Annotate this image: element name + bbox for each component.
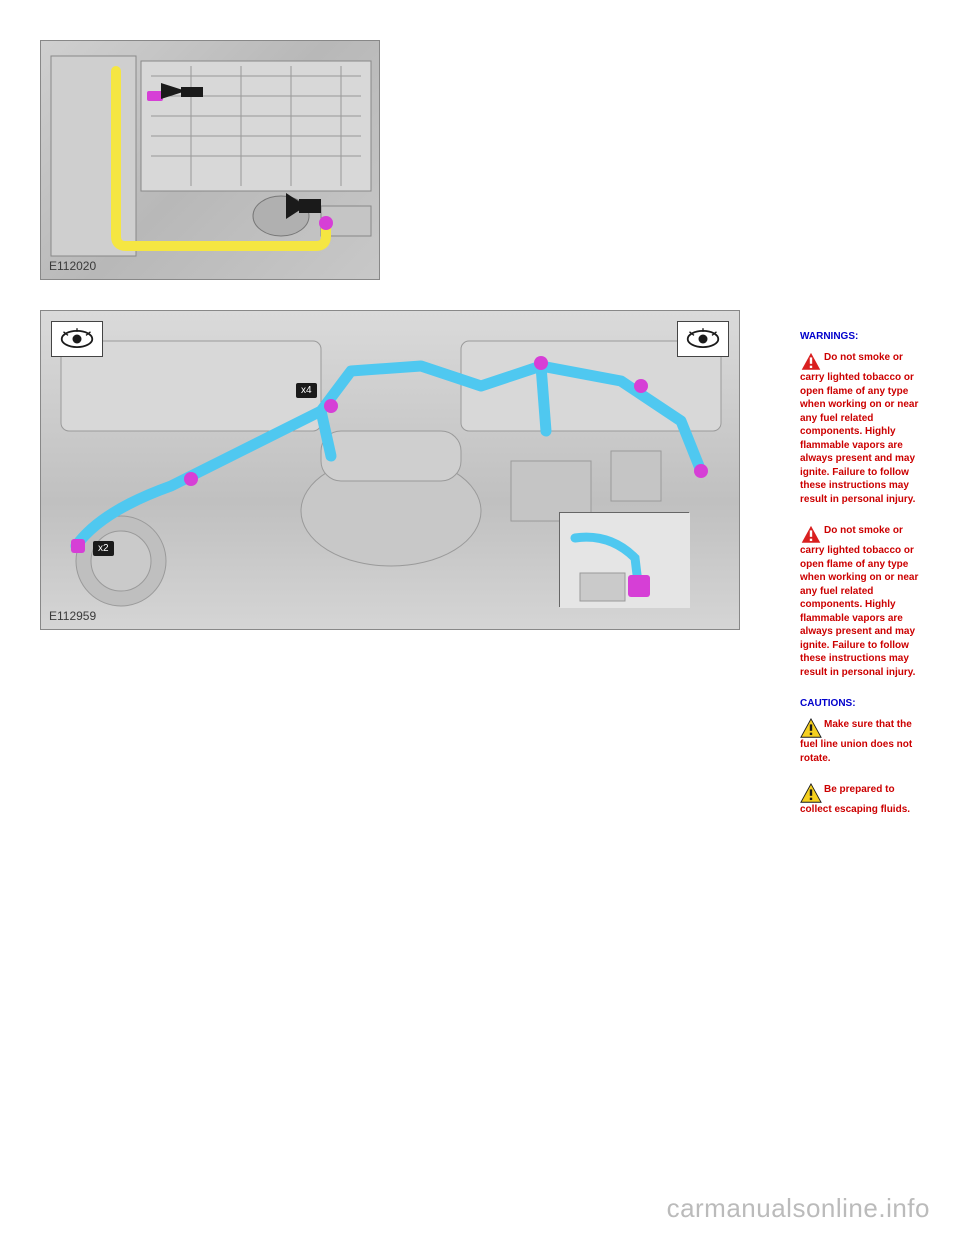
watermark-text: carmanualsonline.info: [667, 1193, 930, 1224]
engine-background: [41, 41, 379, 279]
caution-block-1: Make sure that the fuel line union does …: [800, 718, 920, 765]
warning-text-1: Do not smoke or carry lighted tobacco or…: [800, 352, 918, 505]
callout-x2: x2: [93, 541, 114, 556]
warning-block-2: Do not smoke or carry lighted tobacco or…: [800, 524, 920, 679]
sidebar-warnings: WARNINGS: Do not smoke or carry lighted …: [800, 40, 930, 835]
diagram-e112959: x4 x2 E112959: [40, 310, 740, 630]
callout-x4: x4: [296, 383, 317, 398]
warning-text-2: Do not smoke or carry lighted tobacco or…: [800, 525, 918, 678]
warning-triangle-icon: [800, 524, 822, 544]
warnings-header: WARNINGS:: [800, 330, 920, 343]
warning-block-1: Do not smoke or carry lighted tobacco or…: [800, 351, 920, 506]
view-eye-icon-left: [51, 321, 103, 357]
diagram-e112020: E112020: [40, 40, 380, 280]
diagram-id-label: E112020: [49, 259, 96, 273]
diagram-id-label: E112959: [49, 609, 96, 623]
caution-triangle-icon: [800, 783, 822, 803]
images-column: E112020: [40, 40, 800, 835]
view-eye-icon-right: [677, 321, 729, 357]
diagram-inset: [559, 512, 689, 607]
caution-triangle-icon: [800, 718, 822, 738]
warning-triangle-icon: [800, 351, 822, 371]
cautions-header: CAUTIONS:: [800, 697, 920, 710]
caution-block-2: Be prepared to collect escaping fluids.: [800, 783, 920, 817]
